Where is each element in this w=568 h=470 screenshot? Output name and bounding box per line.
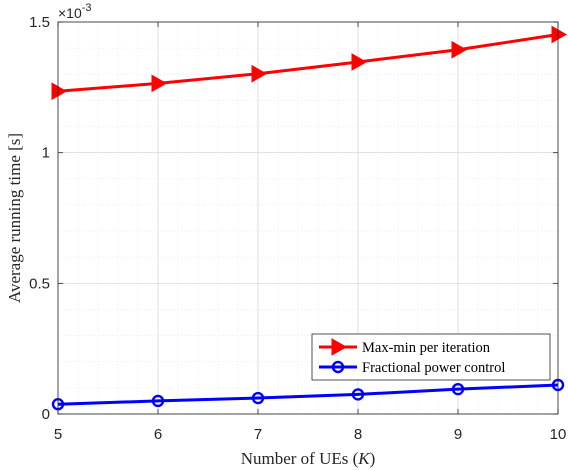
data-point <box>51 82 68 101</box>
data-point <box>251 64 268 83</box>
series-2 <box>51 378 565 411</box>
y-tick-labels: 0 0.5 1 1.5 <box>29 14 50 423</box>
data-point <box>151 74 168 93</box>
y-tick-label: 1.5 <box>29 14 50 31</box>
legend: Max-min per iteration Fractional power co… <box>311 333 551 381</box>
y-tick-label: 0 <box>42 406 50 423</box>
legend-entries: Max-min per iteration Fractional power co… <box>319 338 505 376</box>
data-point <box>151 394 165 408</box>
x-axis-title-variable: K <box>357 449 371 468</box>
y-exponent-power: -3 <box>82 2 92 14</box>
y-tick-label: 1 <box>42 145 50 162</box>
data-point <box>351 53 368 71</box>
axis-ticks <box>57 21 559 415</box>
series-line <box>57 33 559 93</box>
legend-marker <box>331 338 348 356</box>
x-tick-label: 6 <box>154 426 162 443</box>
series-line <box>57 383 559 406</box>
data-point <box>351 388 365 401</box>
data-point <box>251 391 265 405</box>
series-1 <box>51 25 568 101</box>
y-axis-exponent: ×10-3 <box>58 2 92 21</box>
legend-label: Max-min per iteration <box>362 340 491 356</box>
x-axis-title-close: ) <box>370 449 376 468</box>
data-point <box>451 382 465 396</box>
x-tick-label: 8 <box>354 426 362 443</box>
data-point <box>551 25 568 44</box>
y-exponent-base: ×10 <box>58 5 82 21</box>
plot-area-frame <box>57 21 559 415</box>
x-tick-labels: 5 6 7 8 9 10 <box>54 426 567 443</box>
series-layer <box>51 25 568 411</box>
x-axis-title: Number of UEs (K) <box>241 449 376 468</box>
x-tick-label: 5 <box>54 426 62 443</box>
legend-marker <box>331 360 345 374</box>
y-axis-title: Average running time [s] <box>5 133 24 303</box>
x-tick-label: 10 <box>550 426 567 443</box>
legend-entry: Fractional power control <box>319 360 505 376</box>
minor-grid <box>58 22 558 414</box>
legend-entry: Max-min per iteration <box>319 338 491 356</box>
y-tick-label: 0.5 <box>29 275 50 292</box>
legend-label: Fractional power control <box>362 360 505 376</box>
x-tick-label: 7 <box>254 426 262 443</box>
x-tick-label: 9 <box>454 426 462 443</box>
legend-box <box>311 333 551 381</box>
data-point <box>451 40 468 59</box>
x-axis-title-text: Number of UEs ( <box>241 449 359 468</box>
